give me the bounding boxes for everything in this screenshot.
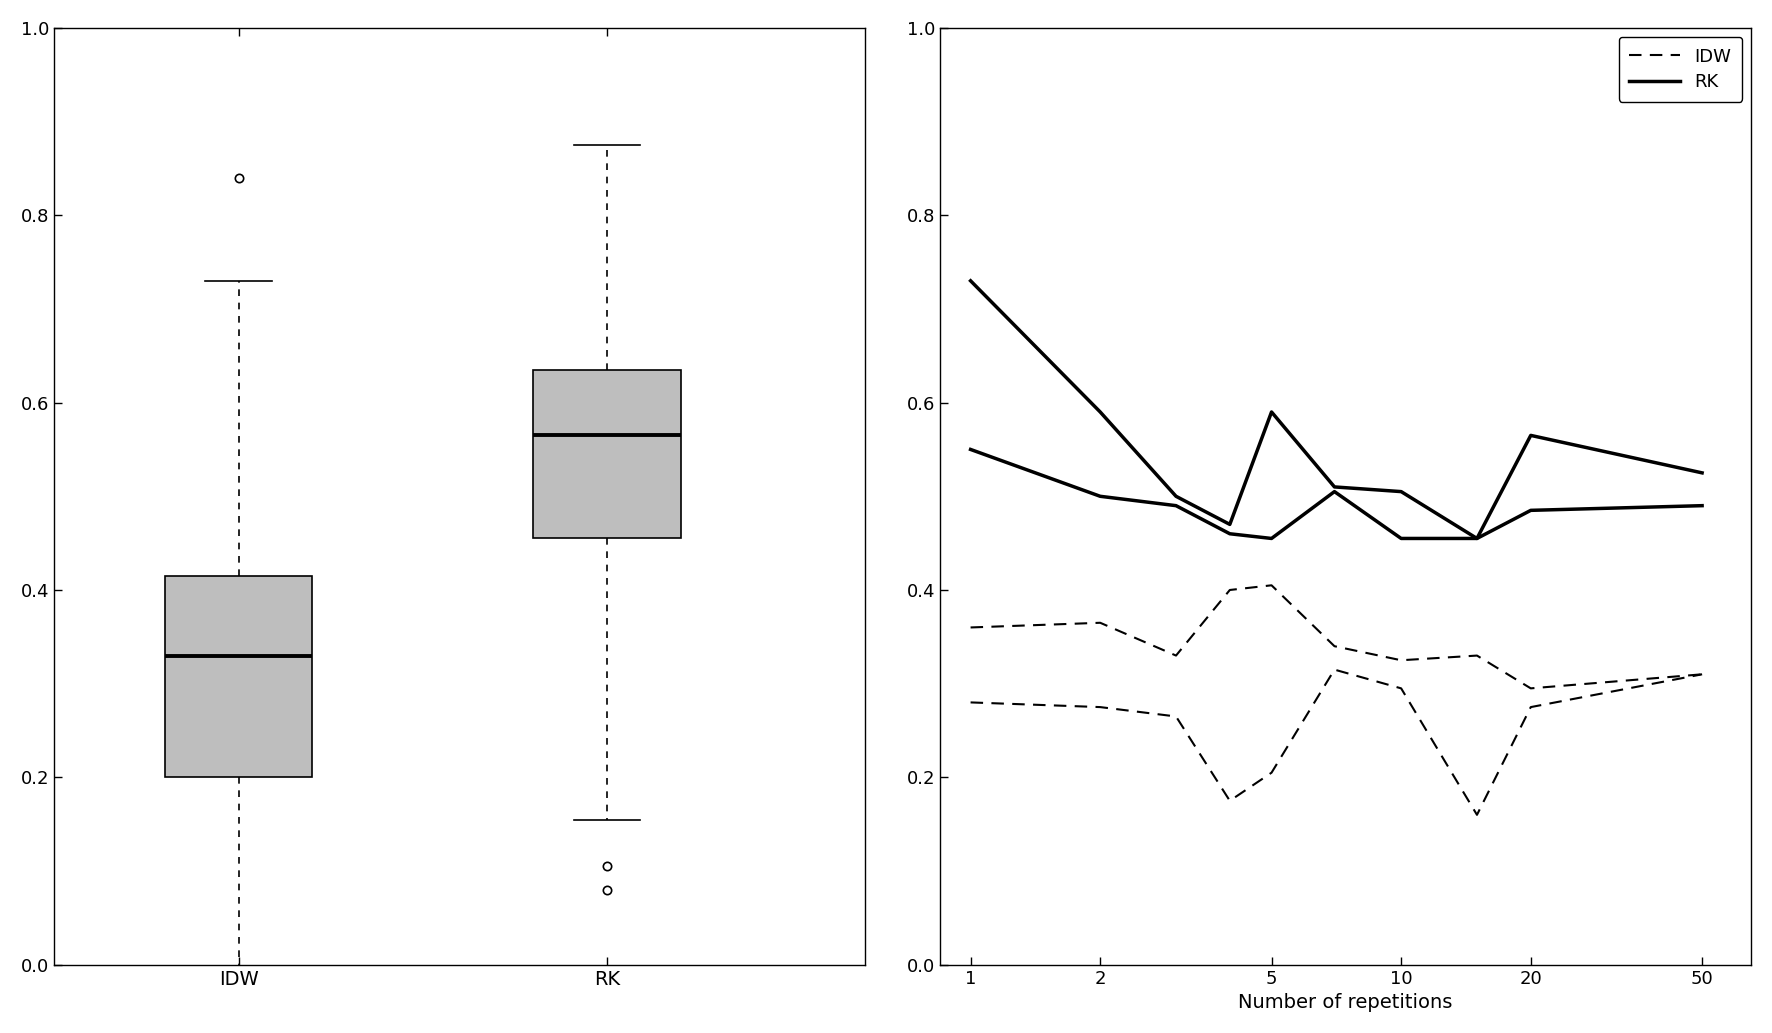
Bar — [533, 370, 680, 538]
X-axis label: Number of repetitions: Number of repetitions — [1239, 993, 1453, 1012]
Bar — [165, 576, 312, 778]
Legend: IDW, RK: IDW, RK — [1618, 37, 1742, 101]
